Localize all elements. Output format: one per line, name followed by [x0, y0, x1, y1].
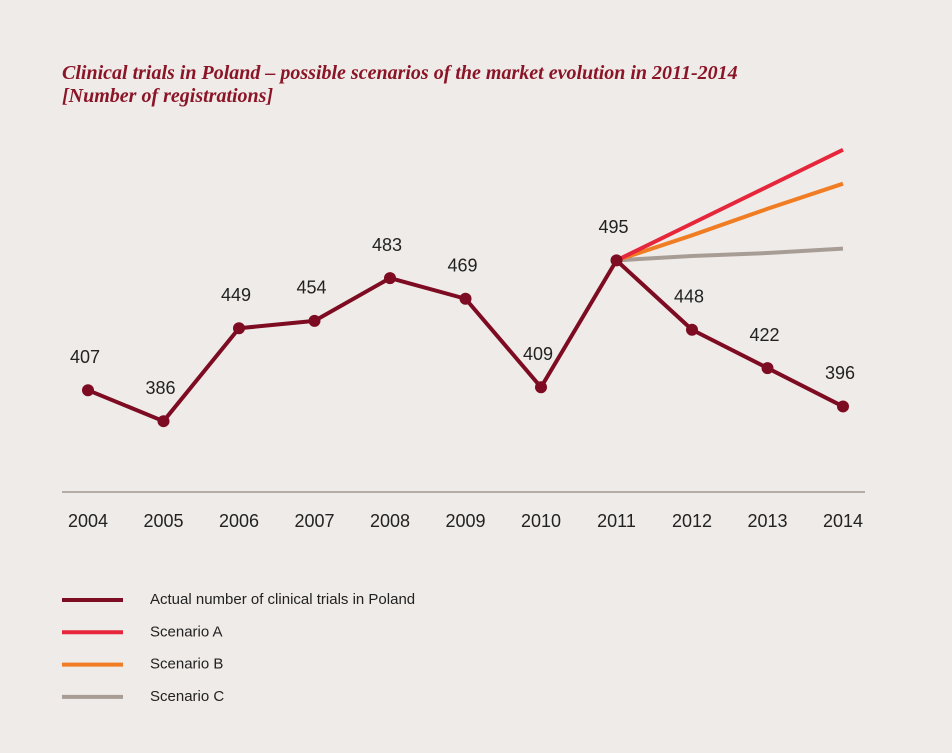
data-point — [837, 400, 849, 413]
legend-label: Scenario B — [150, 656, 223, 673]
chart-title: Clinical trials in Poland – possible sce… — [62, 62, 738, 107]
data-point — [686, 323, 698, 336]
x-tick-label: 2005 — [143, 511, 183, 531]
data-label: 449 — [221, 285, 251, 305]
data-point — [610, 254, 623, 267]
data-label: 422 — [749, 325, 779, 345]
data-point — [535, 381, 547, 394]
series-line — [616, 246, 844, 263]
x-tick-label: 2008 — [370, 511, 410, 531]
data-point — [157, 415, 170, 428]
series-line — [87, 258, 844, 424]
x-tick-label: 2006 — [219, 511, 259, 531]
data-label: 409 — [523, 344, 553, 364]
legend-label: Scenario C — [150, 688, 224, 705]
series-line — [615, 147, 844, 263]
data-point — [459, 292, 472, 305]
data-label: 495 — [598, 217, 628, 237]
data-label: 483 — [372, 235, 402, 255]
legend-label: Actual number of clinical trials in Pola… — [150, 591, 415, 608]
data-point — [82, 384, 94, 397]
x-tick-label: 2007 — [294, 511, 334, 531]
x-tick-label: 2012 — [672, 511, 712, 531]
x-tick-label: 2011 — [597, 511, 636, 531]
x-tick-label: 2013 — [747, 511, 787, 531]
data-label: 407 — [70, 347, 100, 367]
x-tick-label: 2009 — [445, 511, 485, 531]
data-label: 386 — [145, 378, 175, 398]
legend-label: Scenario A — [150, 623, 223, 640]
data-label: 454 — [296, 278, 326, 298]
x-tick-label: 2004 — [68, 511, 108, 531]
data-label: 469 — [447, 255, 477, 275]
data-point — [761, 362, 774, 375]
data-label: 448 — [674, 286, 704, 306]
data-point — [308, 314, 321, 327]
data-point — [384, 272, 396, 285]
x-tick-label: 2010 — [521, 511, 561, 531]
data-label: 396 — [825, 363, 855, 383]
x-tick-label: 2014 — [823, 511, 863, 531]
series-line — [615, 181, 844, 263]
data-point — [233, 322, 245, 335]
